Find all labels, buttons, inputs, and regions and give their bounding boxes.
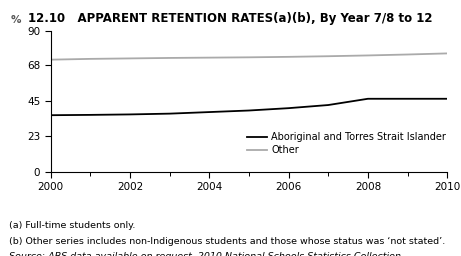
Other (405, 53, 410, 56)
Aboriginal and Torres Strait Islander (365, 97, 371, 100)
Legend: Aboriginal and Torres Strait Islander, Other: Aboriginal and Torres Strait Islander, O… (247, 132, 446, 155)
Other (127, 57, 133, 60)
Other (286, 55, 291, 58)
Aboriginal and Torres Strait Islander (167, 112, 172, 115)
Other (444, 52, 450, 55)
Other (167, 56, 172, 59)
Aboriginal and Torres Strait Islander (325, 103, 331, 106)
Aboriginal and Torres Strait Islander (444, 97, 450, 100)
Aboriginal and Torres Strait Islander (246, 109, 252, 112)
Text: (b) Other series includes non-Indigenous students and those whose status was ‘no: (b) Other series includes non-Indigenous… (9, 237, 445, 246)
Aboriginal and Torres Strait Islander (88, 113, 93, 116)
Aboriginal and Torres Strait Islander (127, 113, 133, 116)
Other (365, 54, 371, 57)
Text: (a) Full-time students only.: (a) Full-time students only. (9, 221, 136, 230)
Aboriginal and Torres Strait Islander (405, 97, 410, 100)
Other (88, 57, 93, 60)
Text: 12.10   APPARENT RETENTION RATES(a)(b), By Year 7/8 to 12: 12.10 APPARENT RETENTION RATES(a)(b), By… (28, 12, 433, 25)
Text: Source: ABS data available on request, 2010 National Schools Statistics Collecti: Source: ABS data available on request, 2… (9, 252, 404, 256)
Other (246, 56, 252, 59)
Aboriginal and Torres Strait Islander (48, 114, 53, 117)
Other (48, 58, 53, 61)
Text: %: % (11, 15, 22, 25)
Line: Other: Other (51, 54, 447, 60)
Aboriginal and Torres Strait Islander (286, 106, 291, 110)
Other (207, 56, 212, 59)
Aboriginal and Torres Strait Islander (207, 111, 212, 114)
Other (325, 55, 331, 58)
Line: Aboriginal and Torres Strait Islander: Aboriginal and Torres Strait Islander (51, 99, 447, 115)
